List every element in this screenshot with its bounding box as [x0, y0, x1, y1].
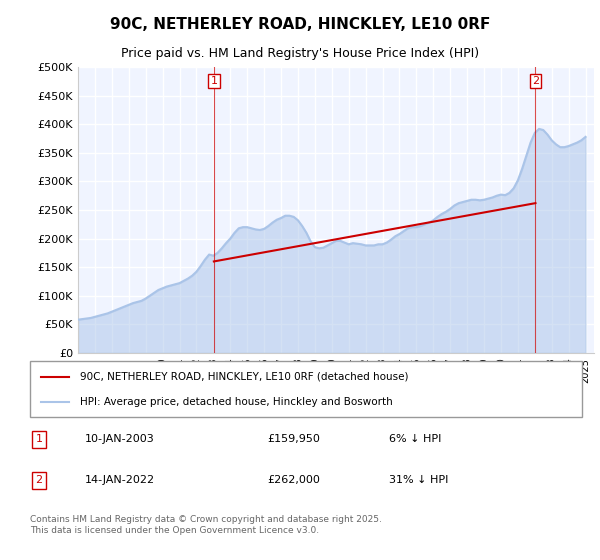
Text: 1: 1 — [35, 435, 43, 444]
Text: HPI: Average price, detached house, Hinckley and Bosworth: HPI: Average price, detached house, Hinc… — [80, 396, 392, 407]
Text: Contains HM Land Registry data © Crown copyright and database right 2025.
This d: Contains HM Land Registry data © Crown c… — [30, 515, 382, 535]
Text: 2: 2 — [35, 475, 43, 485]
Text: 14-JAN-2022: 14-JAN-2022 — [85, 475, 155, 485]
Text: 10-JAN-2003: 10-JAN-2003 — [85, 435, 155, 444]
Text: 2: 2 — [532, 76, 539, 86]
Text: £159,950: £159,950 — [268, 435, 320, 444]
FancyBboxPatch shape — [30, 361, 582, 417]
Text: 90C, NETHERLEY ROAD, HINCKLEY, LE10 0RF (detached house): 90C, NETHERLEY ROAD, HINCKLEY, LE10 0RF … — [80, 372, 408, 382]
Text: 1: 1 — [211, 76, 217, 86]
Text: 6% ↓ HPI: 6% ↓ HPI — [389, 435, 441, 444]
Text: Price paid vs. HM Land Registry's House Price Index (HPI): Price paid vs. HM Land Registry's House … — [121, 47, 479, 60]
Text: £262,000: £262,000 — [268, 475, 320, 485]
Text: 90C, NETHERLEY ROAD, HINCKLEY, LE10 0RF: 90C, NETHERLEY ROAD, HINCKLEY, LE10 0RF — [110, 17, 490, 32]
Text: 31% ↓ HPI: 31% ↓ HPI — [389, 475, 448, 485]
